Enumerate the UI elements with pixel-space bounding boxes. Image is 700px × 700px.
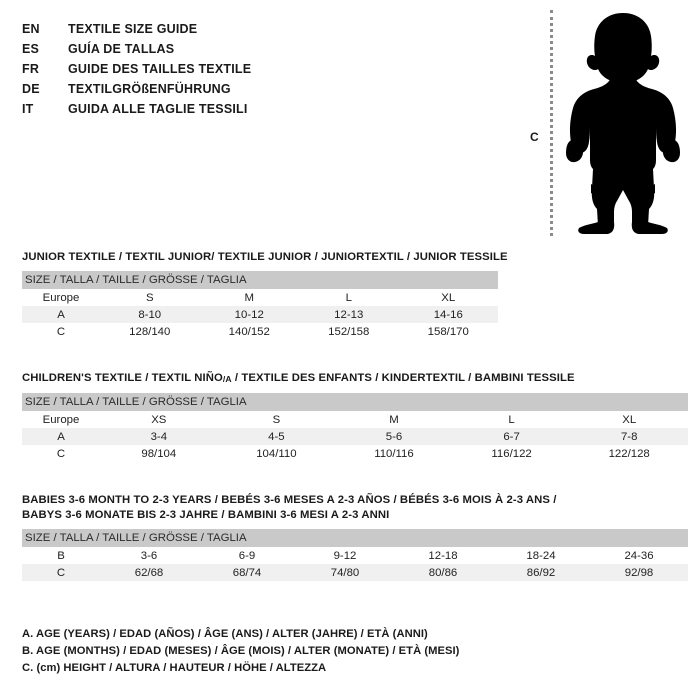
table-cell: 110/116 [335,445,453,463]
table-cell: 10-12 [199,306,299,323]
table-cell: M [335,411,453,429]
language-title: TEXTILGRÖßENFÜHRUNG [68,82,231,96]
section-title: JUNIOR TEXTILE / TEXTIL JUNIOR/ TEXTILE … [22,251,508,263]
table-cell: 152/158 [299,323,399,340]
row-label: B [22,547,100,564]
table-cell: 12-18 [394,547,492,564]
table-cell: 5-6 [335,428,453,446]
table-cell: XS [100,411,218,429]
table-cell: 6-7 [452,428,571,446]
row-label: C [22,323,100,340]
table-cell: 98/104 [100,445,218,463]
table-row: C 62/68 68/74 74/80 80/86 86/92 92/98 [22,564,689,581]
table-cell: 3-6 [100,547,198,564]
size-band-label: SIZE / TALLA / TAILLE / GRÖSSE / TAGLIA [22,271,499,289]
table-cell: 122/128 [570,445,689,463]
babies-size-table: SIZE / TALLA / TAILLE / GRÖSSE / TAGLIA … [22,529,689,581]
table-row: A 8-10 10-12 12-13 14-16 [22,306,499,323]
section-childrens-textile: CHILDREN'S TEXTILE / TEXTIL NIÑO/A / TEX… [22,371,689,463]
table-cell: S [100,289,200,306]
size-band-label: SIZE / TALLA / TAILLE / GRÖSSE / TAGLIA [22,529,689,547]
row-label: C [22,445,100,463]
language-row: IT GUIDA ALLE TAGLIE TESSILI [22,102,352,122]
section-title-pre: CHILDREN'S TEXTILE / TEXTIL NIÑO [22,372,223,384]
table-row: C 98/104 104/110 110/116 116/122 122/128 [22,445,689,463]
section-title: CHILDREN'S TEXTILE / TEXTIL NIÑO/A / TEX… [22,371,688,387]
table-cell: XL [570,411,689,429]
table-cell: 128/140 [100,323,200,340]
table-cell: 9-12 [296,547,394,564]
table-cell: 104/110 [217,445,336,463]
table-cell: 8-10 [100,306,200,323]
section-junior-textile: JUNIOR TEXTILE / TEXTIL JUNIOR/ TEXTILE … [22,250,508,340]
language-row: EN TEXTILE SIZE GUIDE [22,22,352,42]
section-title-line1: BABIES 3-6 MONTH TO 2-3 YEARS / BEBÉS 3-… [22,494,557,506]
row-label: C [22,564,100,581]
legend-block: A. AGE (YEARS) / EDAD (AÑOS) / ÂGE (ANS)… [22,626,459,677]
language-title: TEXTILE SIZE GUIDE [68,22,198,36]
table-cell: L [452,411,571,429]
height-measurement-figure: C [512,0,700,245]
section-title-subscript: /A [222,374,232,385]
table-cell: 140/152 [199,323,299,340]
table-cell: 92/98 [590,564,689,581]
table-cell: 12-13 [299,306,399,323]
language-title-block: EN TEXTILE SIZE GUIDE ES GUÍA DE TALLAS … [22,22,352,122]
language-row: ES GUÍA DE TALLAS [22,42,352,62]
legend-row-b: B. AGE (MONTHS) / EDAD (MESES) / ÂGE (MO… [22,645,460,657]
section-title-post: / TEXTILE DES ENFANTS / KINDERTEXTIL / B… [231,372,575,384]
language-row: FR GUIDE DES TAILLES TEXTILE [22,62,352,82]
table-cell: 4-5 [217,428,336,446]
language-title: GUIDE DES TAILLES TEXTILE [68,62,252,76]
table-cell: 80/86 [394,564,492,581]
table-cell: S [217,411,336,429]
table-cell: 86/92 [492,564,590,581]
row-label: Europe [22,289,100,306]
legend-row-c: C. (cm) HEIGHT / ALTURA / HAUTEUR / HÖHE… [22,662,327,674]
table-cell: 3-4 [100,428,218,446]
table-row: C 128/140 140/152 152/158 158/170 [22,323,499,340]
table-cell: 18-24 [492,547,590,564]
table-row: Europe S M L XL [22,289,499,306]
table-cell: 116/122 [452,445,571,463]
height-measure-dashed-line [550,10,553,236]
row-label: A [22,428,100,446]
table-cell: 62/68 [100,564,198,581]
table-row: A 3-4 4-5 5-6 6-7 7-8 [22,428,689,446]
table-band-row: SIZE / TALLA / TAILLE / GRÖSSE / TAGLIA [22,529,689,547]
language-code: FR [22,62,40,76]
size-band-label: SIZE / TALLA / TAILLE / GRÖSSE / TAGLIA [22,393,689,412]
section-babies-textile: BABIES 3-6 MONTH TO 2-3 YEARS / BEBÉS 3-… [22,493,689,581]
language-title: GUIDA ALLE TAGLIE TESSILI [68,102,248,116]
table-cell: 7-8 [570,428,689,446]
language-code: ES [22,42,40,56]
language-code: DE [22,82,40,96]
table-cell: 158/170 [398,323,499,340]
table-cell: XL [398,289,499,306]
legend-row-a: A. AGE (YEARS) / EDAD (AÑOS) / ÂGE (ANS)… [22,628,428,640]
junior-size-table: SIZE / TALLA / TAILLE / GRÖSSE / TAGLIA … [22,271,499,340]
section-title-line2: BABYS 3-6 MONATE BIS 2-3 JAHRE / BAMBINI… [22,509,390,521]
language-row: DE TEXTILGRÖßENFÜHRUNG [22,82,352,102]
table-row: Europe XS S M L XL [22,411,689,429]
language-code: IT [22,102,34,116]
table-row: B 3-6 6-9 9-12 12-18 18-24 24-36 [22,547,689,564]
height-measure-label: C [530,130,539,144]
table-cell: 14-16 [398,306,499,323]
table-cell: 6-9 [198,547,296,564]
table-band-row: SIZE / TALLA / TAILLE / GRÖSSE / TAGLIA [22,271,499,289]
language-code: EN [22,22,40,36]
language-title: GUÍA DE TALLAS [68,42,175,56]
children-size-table: SIZE / TALLA / TAILLE / GRÖSSE / TAGLIA … [22,393,689,463]
table-cell: L [299,289,399,306]
table-cell: 74/80 [296,564,394,581]
toddler-silhouette-icon [566,13,680,234]
row-label: A [22,306,100,323]
table-cell: 24-36 [590,547,689,564]
table-band-row: SIZE / TALLA / TAILLE / GRÖSSE / TAGLIA [22,393,689,412]
row-label: Europe [22,411,100,429]
table-cell: M [199,289,299,306]
table-cell: 68/74 [198,564,296,581]
